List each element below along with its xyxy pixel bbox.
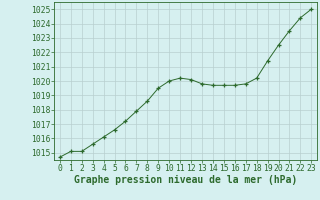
X-axis label: Graphe pression niveau de la mer (hPa): Graphe pression niveau de la mer (hPa) bbox=[74, 175, 297, 185]
